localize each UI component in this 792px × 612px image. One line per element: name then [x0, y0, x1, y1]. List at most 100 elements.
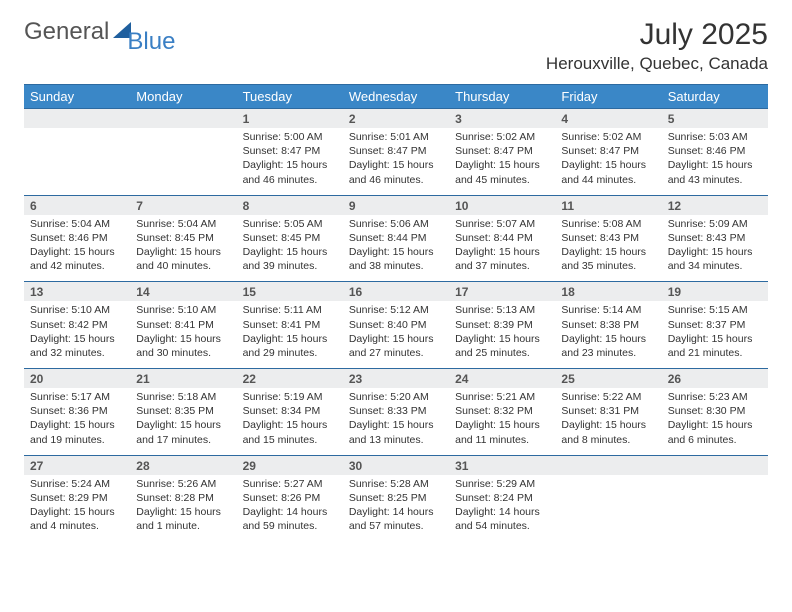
- day-number: 10: [449, 195, 555, 215]
- daylight-text: Daylight: 15 hours: [561, 245, 655, 259]
- sunrise-text: Sunrise: 5:14 AM: [561, 303, 655, 317]
- sunset-text: Sunset: 8:40 PM: [349, 318, 443, 332]
- sunset-text: Sunset: 8:28 PM: [136, 491, 230, 505]
- weekday-header: Wednesday: [343, 85, 449, 109]
- daylight-text: and 29 minutes.: [243, 346, 337, 360]
- day-number-row: 13141516171819: [24, 282, 768, 302]
- day-number: 25: [555, 369, 661, 389]
- day-cell: Sunrise: 5:01 AMSunset: 8:47 PMDaylight:…: [343, 128, 449, 195]
- daylight-text: Daylight: 15 hours: [243, 158, 337, 172]
- sunset-text: Sunset: 8:45 PM: [243, 231, 337, 245]
- daylight-text: and 17 minutes.: [136, 433, 230, 447]
- daylight-text: Daylight: 15 hours: [668, 418, 762, 432]
- day-number: 4: [555, 109, 661, 129]
- day-cell: Sunrise: 5:20 AMSunset: 8:33 PMDaylight:…: [343, 388, 449, 455]
- day-cell: Sunrise: 5:15 AMSunset: 8:37 PMDaylight:…: [662, 301, 768, 368]
- day-cell: Sunrise: 5:05 AMSunset: 8:45 PMDaylight:…: [237, 215, 343, 282]
- daylight-text: and 44 minutes.: [561, 173, 655, 187]
- day-cell: [662, 475, 768, 542]
- day-cell: Sunrise: 5:23 AMSunset: 8:30 PMDaylight:…: [662, 388, 768, 455]
- day-number: 3: [449, 109, 555, 129]
- daylight-text: and 30 minutes.: [136, 346, 230, 360]
- day-number-row: 2728293031: [24, 455, 768, 475]
- daylight-text: and 42 minutes.: [30, 259, 124, 273]
- sunset-text: Sunset: 8:29 PM: [30, 491, 124, 505]
- day-cell: Sunrise: 5:10 AMSunset: 8:42 PMDaylight:…: [24, 301, 130, 368]
- sunrise-text: Sunrise: 5:01 AM: [349, 130, 443, 144]
- sunset-text: Sunset: 8:47 PM: [243, 144, 337, 158]
- day-number: 26: [662, 369, 768, 389]
- daylight-text: and 6 minutes.: [668, 433, 762, 447]
- sunset-text: Sunset: 8:38 PM: [561, 318, 655, 332]
- daylight-text: Daylight: 15 hours: [561, 418, 655, 432]
- daylight-text: and 21 minutes.: [668, 346, 762, 360]
- title-block: July 2025 Herouxville, Quebec, Canada: [546, 18, 768, 74]
- daylight-text: and 59 minutes.: [243, 519, 337, 533]
- day-cell: Sunrise: 5:28 AMSunset: 8:25 PMDaylight:…: [343, 475, 449, 542]
- day-cell: Sunrise: 5:18 AMSunset: 8:35 PMDaylight:…: [130, 388, 236, 455]
- day-number: 12: [662, 195, 768, 215]
- day-cell: Sunrise: 5:14 AMSunset: 8:38 PMDaylight:…: [555, 301, 661, 368]
- day-number: 20: [24, 369, 130, 389]
- weekday-header: Friday: [555, 85, 661, 109]
- daylight-text: Daylight: 15 hours: [136, 418, 230, 432]
- day-number: 30: [343, 455, 449, 475]
- day-cell: Sunrise: 5:02 AMSunset: 8:47 PMDaylight:…: [449, 128, 555, 195]
- day-number: 8: [237, 195, 343, 215]
- sunset-text: Sunset: 8:35 PM: [136, 404, 230, 418]
- daylight-text: Daylight: 15 hours: [30, 332, 124, 346]
- sunset-text: Sunset: 8:25 PM: [349, 491, 443, 505]
- weekday-header: Thursday: [449, 85, 555, 109]
- daylight-text: Daylight: 15 hours: [668, 158, 762, 172]
- sunset-text: Sunset: 8:46 PM: [30, 231, 124, 245]
- day-number: 2: [343, 109, 449, 129]
- sunrise-text: Sunrise: 5:11 AM: [243, 303, 337, 317]
- day-number: 16: [343, 282, 449, 302]
- daylight-text: Daylight: 15 hours: [455, 332, 549, 346]
- sunrise-text: Sunrise: 5:00 AM: [243, 130, 337, 144]
- daylight-text: Daylight: 15 hours: [30, 245, 124, 259]
- day-number: 23: [343, 369, 449, 389]
- daylight-text: and 15 minutes.: [243, 433, 337, 447]
- sunset-text: Sunset: 8:46 PM: [668, 144, 762, 158]
- daylight-text: and 8 minutes.: [561, 433, 655, 447]
- daylight-text: Daylight: 14 hours: [349, 505, 443, 519]
- day-number: 17: [449, 282, 555, 302]
- day-details-row: Sunrise: 5:00 AMSunset: 8:47 PMDaylight:…: [24, 128, 768, 195]
- day-number: 15: [237, 282, 343, 302]
- day-cell: Sunrise: 5:22 AMSunset: 8:31 PMDaylight:…: [555, 388, 661, 455]
- daylight-text: Daylight: 15 hours: [30, 418, 124, 432]
- day-number: 1: [237, 109, 343, 129]
- daylight-text: and 1 minute.: [136, 519, 230, 533]
- sunrise-text: Sunrise: 5:05 AM: [243, 217, 337, 231]
- sunrise-text: Sunrise: 5:24 AM: [30, 477, 124, 491]
- day-number: 14: [130, 282, 236, 302]
- day-cell: Sunrise: 5:04 AMSunset: 8:45 PMDaylight:…: [130, 215, 236, 282]
- sunrise-text: Sunrise: 5:07 AM: [455, 217, 549, 231]
- day-number: 29: [237, 455, 343, 475]
- sunset-text: Sunset: 8:34 PM: [243, 404, 337, 418]
- day-number: [24, 109, 130, 129]
- sunset-text: Sunset: 8:41 PM: [136, 318, 230, 332]
- sunrise-text: Sunrise: 5:19 AM: [243, 390, 337, 404]
- daylight-text: and 37 minutes.: [455, 259, 549, 273]
- weekday-header: Tuesday: [237, 85, 343, 109]
- sunrise-text: Sunrise: 5:27 AM: [243, 477, 337, 491]
- sunset-text: Sunset: 8:43 PM: [668, 231, 762, 245]
- sunset-text: Sunset: 8:30 PM: [668, 404, 762, 418]
- day-number-row: 6789101112: [24, 195, 768, 215]
- daylight-text: and 11 minutes.: [455, 433, 549, 447]
- day-cell: Sunrise: 5:07 AMSunset: 8:44 PMDaylight:…: [449, 215, 555, 282]
- sunrise-text: Sunrise: 5:02 AM: [455, 130, 549, 144]
- sunrise-text: Sunrise: 5:08 AM: [561, 217, 655, 231]
- day-cell: Sunrise: 5:08 AMSunset: 8:43 PMDaylight:…: [555, 215, 661, 282]
- logo-text-blue: Blue: [127, 28, 175, 56]
- day-number: 7: [130, 195, 236, 215]
- sunset-text: Sunset: 8:47 PM: [455, 144, 549, 158]
- daylight-text: Daylight: 14 hours: [455, 505, 549, 519]
- sunrise-text: Sunrise: 5:28 AM: [349, 477, 443, 491]
- day-cell: Sunrise: 5:04 AMSunset: 8:46 PMDaylight:…: [24, 215, 130, 282]
- day-number-row: 20212223242526: [24, 369, 768, 389]
- sunrise-text: Sunrise: 5:29 AM: [455, 477, 549, 491]
- daylight-text: Daylight: 15 hours: [349, 418, 443, 432]
